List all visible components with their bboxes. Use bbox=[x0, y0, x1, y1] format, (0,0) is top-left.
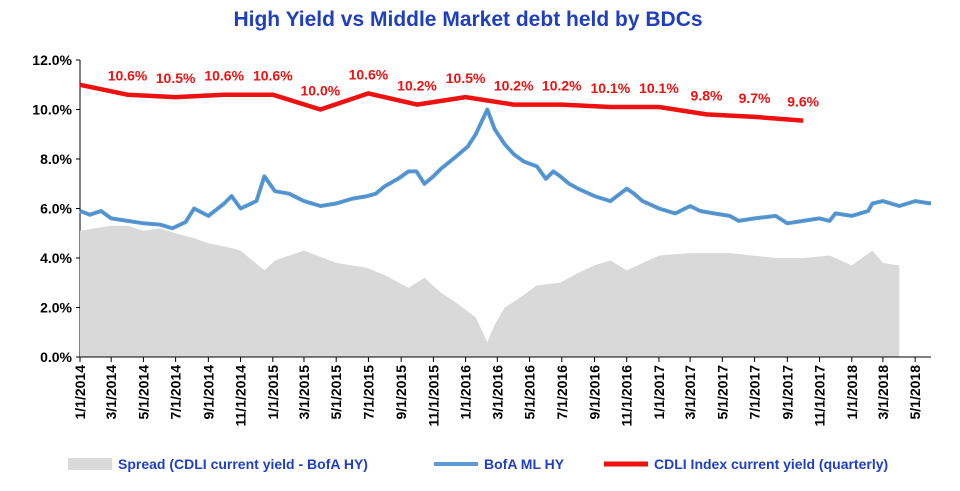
x-tick-label: 1/1/2017 bbox=[651, 365, 667, 420]
x-tick-label: 3/1/2018 bbox=[875, 365, 891, 420]
cdli-line bbox=[79, 82, 804, 123]
cdli-data-label: 10.6% bbox=[253, 68, 293, 84]
y-tick-label: 6.0% bbox=[40, 201, 72, 217]
cdli-data-label: 10.0% bbox=[300, 83, 340, 99]
x-tick-label: 3/1/2016 bbox=[489, 365, 505, 420]
y-tick-label: 0.0% bbox=[40, 349, 72, 365]
x-tick-label: 9/1/2014 bbox=[200, 365, 216, 420]
y-axis: 0.0% 2.0% 4.0% 6.0% 8.0% 10.0% 12.0% bbox=[32, 52, 81, 365]
cdli-data-label: 10.6% bbox=[349, 66, 389, 82]
x-tick-label: 1/1/2018 bbox=[844, 365, 860, 420]
x-tick-label: 1/1/2016 bbox=[458, 365, 474, 420]
x-tick-label: 3/1/2014 bbox=[103, 365, 119, 420]
legend-label-hy: BofA ML HY bbox=[484, 456, 565, 472]
x-tick-label: 11/1/2017 bbox=[812, 365, 828, 427]
x-tick-label: 5/1/2014 bbox=[135, 365, 151, 420]
cdli-data-label: 10.5% bbox=[446, 70, 486, 86]
y-tick-label: 4.0% bbox=[40, 250, 72, 266]
legend-label-cdli: CDLI Index current yield (quarterly) bbox=[654, 456, 888, 472]
x-tick-label: 7/1/2017 bbox=[747, 365, 763, 420]
x-tick-label: 11/1/2015 bbox=[425, 365, 441, 427]
y-tick-label: 12.0% bbox=[32, 52, 72, 68]
spread-area-layer bbox=[80, 225, 900, 357]
x-tick-label: 1/1/2015 bbox=[265, 365, 281, 420]
x-tick-label: 9/1/2016 bbox=[587, 365, 603, 420]
hy-line-core bbox=[79, 108, 932, 229]
cdli-data-label: 10.1% bbox=[639, 80, 679, 96]
x-tick-label: 3/1/2015 bbox=[296, 365, 312, 420]
x-tick-label: 5/1/2016 bbox=[522, 365, 538, 420]
x-tick-label: 7/1/2016 bbox=[554, 365, 570, 420]
y-tick-label: 8.0% bbox=[40, 151, 72, 167]
x-tick-label: 7/1/2014 bbox=[168, 365, 184, 420]
legend-label-spread: Spread (CDLI current yield - BofA HY) bbox=[118, 456, 368, 472]
x-tick-label: 11/1/2014 bbox=[233, 365, 249, 427]
hy-line-layer bbox=[79, 107, 932, 231]
x-tick-label: 5/1/2017 bbox=[714, 365, 730, 420]
hy-line bbox=[79, 107, 932, 231]
cdli-data-label: 10.1% bbox=[591, 80, 631, 96]
x-tick-label: 3/1/2017 bbox=[682, 365, 698, 420]
legend-swatch-spread bbox=[68, 458, 112, 470]
x-tick-label: 9/1/2017 bbox=[779, 365, 795, 420]
legend: Spread (CDLI current yield - BofA HY) Bof… bbox=[68, 456, 888, 472]
y-tick-label: 10.0% bbox=[32, 102, 72, 118]
cdli-data-label: 10.2% bbox=[542, 78, 582, 94]
cdli-data-label: 9.7% bbox=[739, 90, 771, 106]
spread-area bbox=[80, 225, 900, 357]
cdli-data-label: 10.2% bbox=[397, 78, 437, 94]
x-tick-label: 1/1/2014 bbox=[72, 365, 88, 420]
cdli-line-layer: 10.6% 10.5% 10.6% 10.6% 10.0% 10.6% 10.2% 10.5%… bbox=[79, 66, 820, 123]
cdli-data-label: 10.2% bbox=[494, 78, 534, 94]
x-axis: 1/1/2014 3/1/2014 5/1/2014 7/1/2014 9/1/2014… bbox=[72, 356, 931, 427]
cdli-data-label: 9.6% bbox=[787, 94, 819, 110]
x-tick-label: 9/1/2015 bbox=[393, 365, 409, 420]
cdli-data-label: 10.6% bbox=[204, 68, 244, 84]
x-tick-label: 11/1/2016 bbox=[619, 365, 635, 427]
chart-title: High Yield vs Middle Market debt held by… bbox=[233, 8, 702, 31]
cdli-data-label: 9.8% bbox=[691, 87, 723, 103]
cdli-data-label: 10.5% bbox=[156, 70, 196, 86]
cdli-data-label: 10.6% bbox=[108, 68, 148, 84]
x-tick-label: 7/1/2015 bbox=[360, 365, 376, 420]
x-tick-label: 5/1/2015 bbox=[328, 365, 344, 420]
x-tick-label: 5/1/2018 bbox=[907, 365, 923, 420]
y-tick-label: 2.0% bbox=[40, 300, 72, 316]
